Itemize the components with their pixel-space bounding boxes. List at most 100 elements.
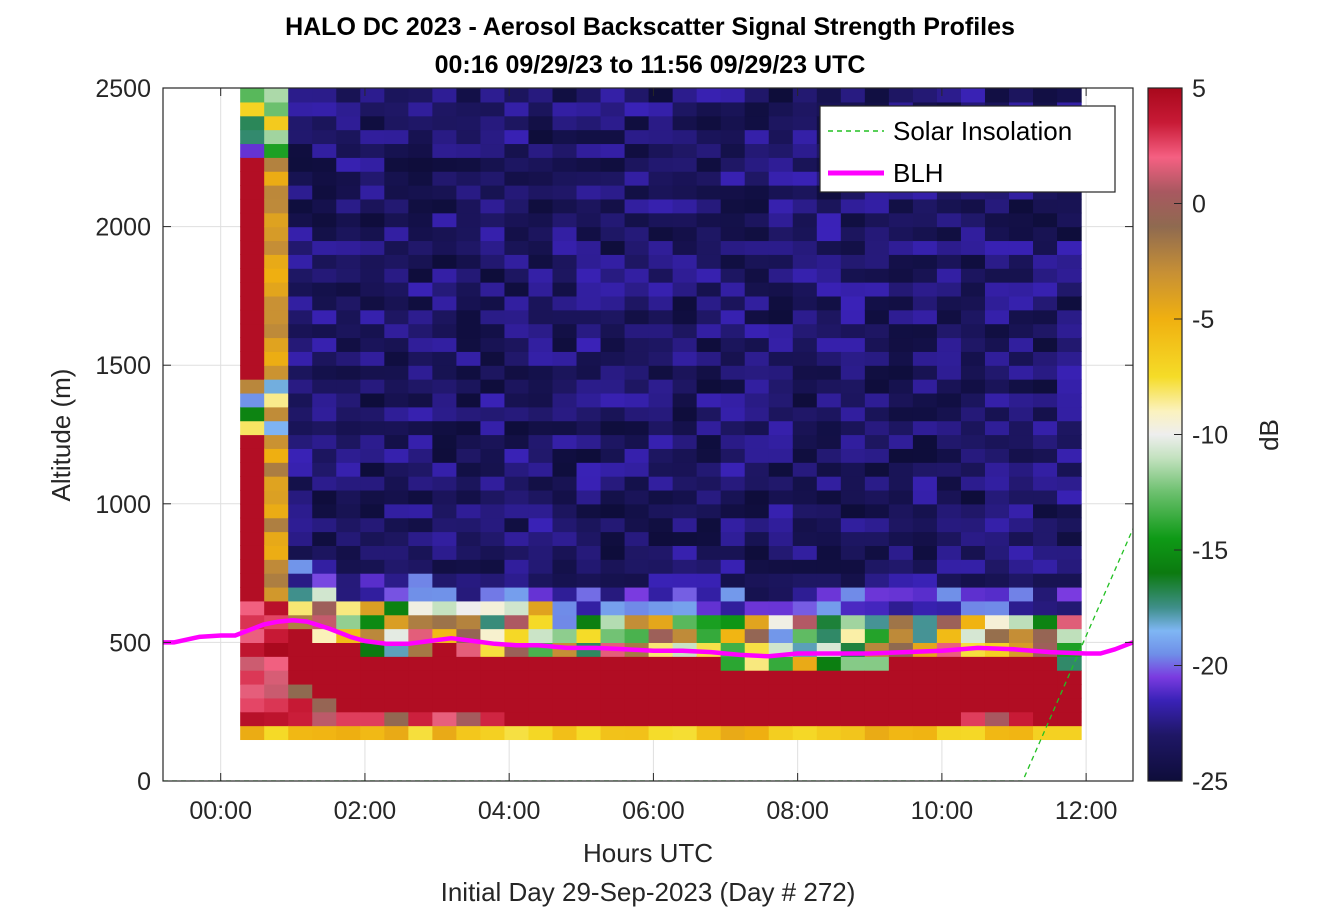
heatmap-cell (696, 337, 722, 352)
heatmap-cell (792, 240, 818, 255)
heatmap-cell (336, 392, 361, 408)
heatmap-cell (312, 586, 337, 602)
heatmap-cell (1057, 198, 1082, 214)
heatmap-cell (1008, 212, 1034, 228)
heatmap-cell (648, 198, 674, 214)
heatmap-cell (912, 573, 938, 588)
heatmap-cell (1057, 517, 1082, 533)
heatmap-cell (720, 489, 746, 505)
heatmap-cell (672, 628, 698, 643)
heatmap-cell (504, 115, 530, 131)
heatmap-cell (792, 295, 818, 311)
heatmap-cell (336, 101, 361, 117)
heatmap-cell (288, 254, 313, 269)
heatmap-cell (864, 517, 890, 533)
heatmap-cell (264, 309, 289, 325)
heatmap-cell (336, 282, 361, 297)
heatmap-cell (768, 309, 794, 325)
heatmap-cell (240, 88, 265, 103)
heatmap-cell (840, 573, 866, 588)
heatmap-cell (312, 240, 337, 255)
heatmap-cell (696, 683, 722, 699)
heatmap-cell (912, 531, 938, 546)
heatmap-cell (336, 462, 361, 477)
heatmap-cell (240, 642, 265, 657)
heatmap-cell (312, 101, 337, 117)
heatmap-cell (552, 226, 578, 242)
heatmap-cell (744, 282, 770, 297)
heatmap-cell (456, 642, 482, 657)
heatmap-cell (528, 295, 554, 311)
heatmap-cell (816, 683, 842, 699)
heatmap-cell (384, 129, 409, 145)
heatmap-cell (768, 476, 794, 491)
heatmap-cell (720, 240, 746, 255)
heatmap-cell (480, 88, 506, 103)
heatmap-cell (672, 573, 698, 588)
heatmap-cell (888, 254, 914, 269)
heatmap-cell (480, 295, 506, 311)
heatmap-cell (720, 226, 746, 242)
heatmap-cell (648, 670, 674, 685)
heatmap-cell (672, 503, 698, 519)
heatmap-cell (672, 185, 698, 200)
legend: Solar Insolation BLH (819, 105, 1116, 193)
heatmap-cell (576, 586, 602, 602)
heatmap-cell (1008, 268, 1034, 283)
heatmap-cell (1033, 573, 1058, 588)
heatmap-cell (240, 573, 265, 588)
heatmap-cell (936, 503, 962, 519)
heatmap-cell (672, 489, 698, 505)
heatmap-cell (624, 628, 650, 643)
heatmap-cell (624, 323, 650, 339)
heatmap-cell (360, 420, 385, 436)
heatmap-cell (336, 171, 361, 186)
heatmap-cell (288, 517, 313, 533)
heatmap-cell (408, 88, 433, 103)
heatmap-cell (936, 337, 962, 352)
heatmap-cell (696, 517, 722, 533)
heatmap-cell (1057, 295, 1082, 311)
y-tick-label: 0 (137, 768, 151, 796)
heatmap-cell (672, 212, 698, 228)
heatmap-cell (264, 185, 289, 200)
heatmap-cell (648, 157, 674, 172)
heatmap-cell (792, 406, 818, 422)
heatmap-cell (888, 323, 914, 339)
heatmap-cell (336, 683, 361, 699)
heatmap-cell (456, 226, 482, 242)
heatmap-cell (792, 101, 818, 117)
heatmap-cell (768, 337, 794, 352)
heatmap-cell (456, 545, 482, 560)
heatmap-cell (648, 88, 674, 103)
heatmap-cell (312, 462, 337, 477)
heatmap-cell (792, 476, 818, 491)
heatmap-cell (888, 282, 914, 297)
heatmap-cell (600, 351, 626, 366)
heatmap-cell (888, 448, 914, 463)
heatmap-cell (576, 282, 602, 297)
heatmap-cell (888, 226, 914, 242)
heatmap-cell (624, 101, 650, 117)
heatmap-cell (504, 545, 530, 560)
heatmap-cell (912, 600, 938, 616)
heatmap-cell (504, 101, 530, 117)
heatmap-cell (312, 642, 337, 657)
heatmap-cell (312, 711, 337, 727)
heatmap-cell (648, 434, 674, 449)
heatmap-cell (720, 212, 746, 228)
heatmap-cell (312, 115, 337, 131)
heatmap-cell (840, 614, 866, 630)
heatmap-cell (960, 697, 986, 713)
heatmap-cell (720, 171, 746, 186)
heatmap-cell (264, 628, 289, 643)
heatmap-cell (240, 476, 265, 491)
heatmap-cell (240, 656, 265, 671)
heatmap-cell (624, 379, 650, 394)
heatmap-cell (288, 420, 313, 436)
heatmap-cell (744, 683, 770, 699)
heatmap-cell (720, 586, 746, 602)
heatmap-cell (648, 212, 674, 228)
heatmap-cell (384, 656, 409, 671)
heatmap-cell (456, 392, 482, 408)
